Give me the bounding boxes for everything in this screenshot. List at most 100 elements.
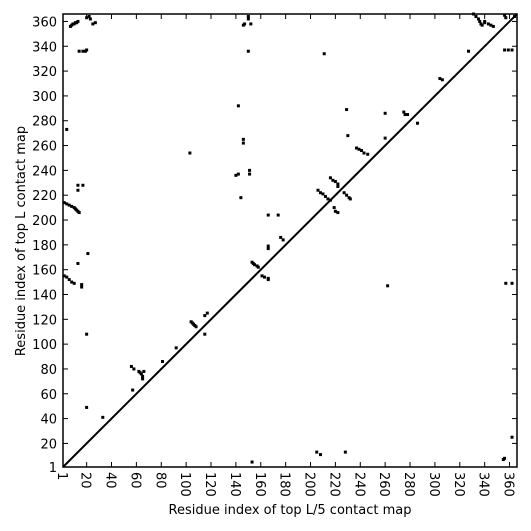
y-tick-label: 40 — [40, 413, 57, 428]
contact-point — [342, 191, 346, 195]
y-tick-label: 320 — [32, 65, 57, 80]
y-tick-label: 220 — [32, 189, 57, 204]
contact-point — [76, 19, 80, 23]
contact-point — [383, 136, 387, 140]
contact-point — [203, 332, 207, 336]
contact-point — [504, 281, 508, 285]
contact-point — [236, 104, 240, 108]
x-tick-label: 320 — [451, 472, 466, 497]
contact-point — [489, 23, 493, 27]
x-tick-label: 120 — [202, 472, 217, 497]
contact-point — [263, 275, 267, 279]
y-tick-label: 160 — [32, 264, 57, 279]
x-tick-label: 140 — [227, 472, 242, 497]
contact-point — [406, 113, 410, 117]
contact-point — [248, 172, 252, 176]
y-tick-label: 200 — [32, 214, 57, 229]
contact-point — [70, 204, 74, 208]
contact-point — [513, 14, 517, 18]
contact-point — [76, 183, 80, 187]
contact-point — [174, 346, 178, 350]
contact-point — [205, 311, 209, 315]
y-tick-label: 1 — [49, 461, 57, 476]
contact-point — [331, 178, 335, 182]
contact-point — [438, 77, 442, 81]
plot-frame — [62, 13, 518, 468]
y-tick-label: 360 — [32, 15, 57, 30]
contact-point — [246, 49, 250, 53]
contact-point — [65, 127, 69, 131]
contact-point — [480, 23, 484, 27]
contact-point — [129, 364, 133, 368]
y-tick-label: 340 — [32, 40, 57, 55]
y-tick-label: 20 — [40, 437, 57, 452]
y-tick-label: 240 — [32, 164, 57, 179]
contact-point — [250, 460, 254, 464]
contact-point — [506, 48, 510, 52]
x-tick-label: 100 — [177, 472, 192, 497]
contact-point — [85, 48, 89, 52]
x-tick-label: 60 — [127, 472, 142, 489]
contact-point — [357, 147, 361, 151]
contact-point — [188, 151, 192, 155]
contact-point — [142, 369, 146, 373]
contact-point — [67, 203, 71, 207]
contact-point — [336, 182, 340, 186]
x-tick-label: 340 — [476, 472, 491, 497]
contact-point — [76, 188, 80, 192]
y-axis-label: Residue index of top L contact map — [14, 126, 29, 356]
contact-point — [234, 173, 238, 177]
x-tick-label: 160 — [252, 472, 267, 497]
contact-point — [81, 183, 85, 187]
contact-point — [236, 172, 240, 176]
contact-point — [62, 274, 66, 278]
contact-point — [70, 280, 74, 284]
contact-point — [77, 49, 81, 53]
contact-point — [383, 111, 387, 115]
contact-point — [279, 235, 283, 239]
contact-point — [504, 16, 508, 20]
contact-point — [346, 134, 350, 138]
contact-point — [415, 121, 419, 125]
contact-point — [67, 278, 71, 282]
contact-point — [161, 360, 165, 364]
contact-point — [326, 197, 330, 201]
contact-point — [85, 332, 89, 336]
contact-point — [281, 238, 285, 242]
contact-point — [355, 146, 359, 150]
contact-point — [239, 196, 243, 200]
contact-point — [65, 202, 69, 206]
contact-point — [336, 185, 340, 189]
contact-point — [266, 247, 270, 251]
contact-point — [256, 265, 260, 269]
contact-point — [87, 14, 91, 18]
contact-point — [503, 13, 507, 17]
contact-point — [266, 278, 270, 282]
y-tick-label: 300 — [32, 90, 57, 105]
contact-point — [276, 213, 280, 217]
contact-point — [491, 24, 495, 28]
x-tick-label: 220 — [326, 472, 341, 497]
contact-point — [141, 374, 145, 378]
x-tick-label: 260 — [376, 472, 391, 497]
contact-point — [80, 283, 84, 287]
y-tick-label: 120 — [32, 313, 57, 328]
contact-point — [345, 193, 349, 197]
contact-point — [248, 168, 252, 172]
contact-point — [315, 450, 319, 454]
contact-point — [328, 198, 332, 202]
contact-point — [476, 17, 480, 21]
x-tick-label: 20 — [78, 472, 93, 489]
contact-point — [503, 48, 507, 52]
contact-point — [478, 19, 482, 23]
contact-point — [386, 284, 390, 288]
contact-point — [322, 52, 326, 56]
x-tick-label: 280 — [401, 472, 416, 497]
contact-point — [203, 314, 207, 318]
contact-point — [81, 49, 85, 53]
contact-point — [194, 325, 198, 329]
contact-point — [483, 21, 487, 25]
contact-point — [360, 149, 364, 153]
contact-point — [101, 415, 105, 419]
